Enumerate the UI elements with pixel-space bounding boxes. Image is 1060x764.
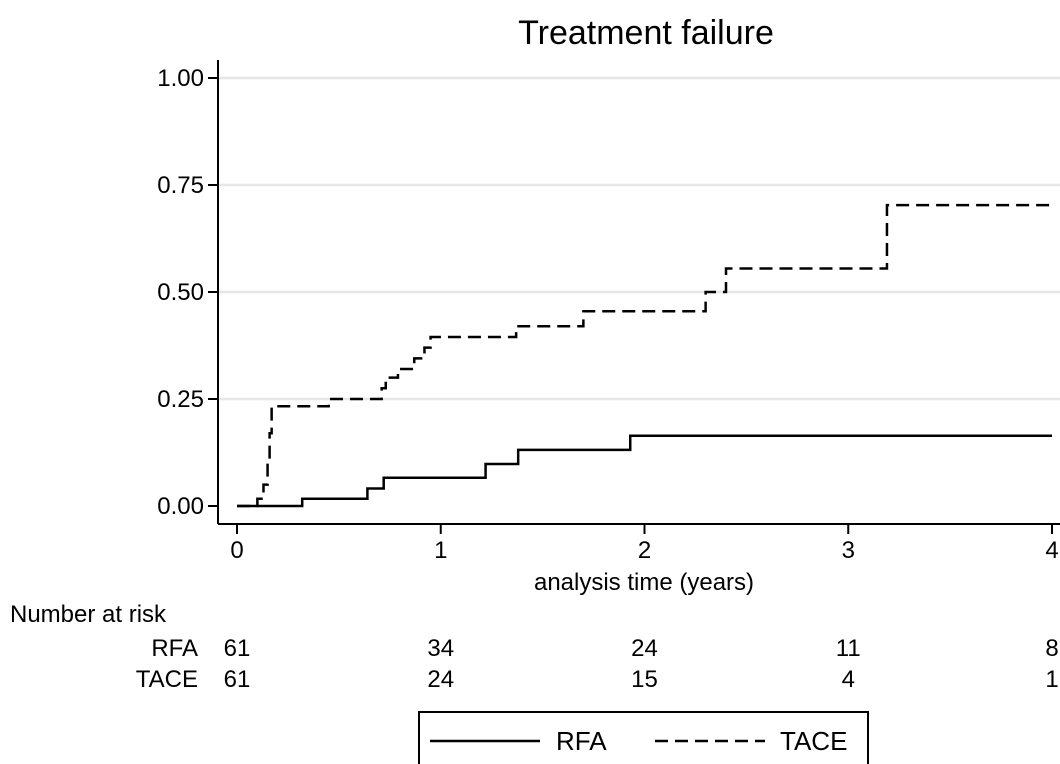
chart-title: Treatment failure [518,14,774,52]
risk-row-label-tace: TACE [136,666,198,693]
x-tick-label-2: 2 [638,537,651,564]
x-tick-label-0: 0 [230,537,243,564]
series-line-tace [237,203,1052,508]
risk-value-rfa-3: 11 [836,635,861,662]
axes: 0.00 0.25 0.50 0.75 1.00 0 1 2 3 4 [157,60,1060,564]
series-line-rfa [237,434,1052,508]
risk-value-tace-2: 15 [631,666,658,693]
risk-value-rfa-0: 61 [224,635,251,662]
x-tick-label-4: 4 [1045,537,1058,564]
risk-value-rfa-1: 34 [427,635,454,662]
y-tick-label-4: 1.00 [157,65,204,92]
y-tick-label-2: 0.50 [157,279,204,306]
legend-label-tace: TACE [780,726,847,756]
legend: RFA TACE [418,711,869,764]
risk-value-rfa-2: 24 [631,635,658,662]
gridlines [218,76,1060,401]
risk-value-tace-4: 1 [1045,666,1058,693]
series-lines [237,203,1052,508]
y-tick-label-1: 0.25 [157,386,204,413]
risk-value-tace-3: 4 [842,666,855,693]
x-tick-label-1: 1 [434,537,447,564]
x-tick-label-3: 3 [842,537,855,564]
legend-label-rfa: RFA [556,726,607,756]
y-tick-label-3: 0.75 [157,172,204,199]
risk-table-header: Number at risk [10,601,167,628]
x-axis-label: analysis time (years) [534,569,754,596]
risk-row-label-rfa: RFA [151,635,198,662]
risk-value-tace-1: 24 [427,666,454,693]
risk-value-rfa-4: 8 [1045,635,1058,662]
legend-box [418,711,869,764]
risk-table: Number at risk RFA 61 34 24 11 8 TACE 61 24 15 4 1 [10,601,1059,693]
risk-value-tace-0: 61 [224,666,251,693]
y-tick-label-0: 0.00 [157,493,204,520]
